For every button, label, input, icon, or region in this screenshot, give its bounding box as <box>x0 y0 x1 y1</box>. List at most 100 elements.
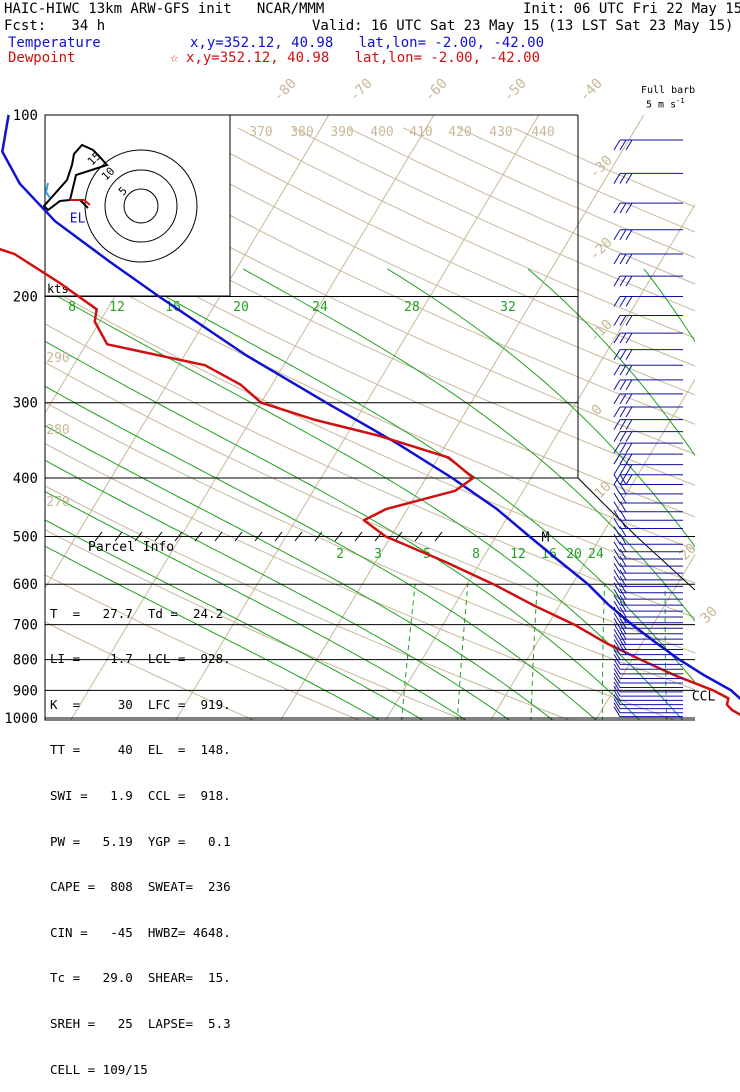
freezing-level-tick <box>434 531 443 542</box>
wind-barb-flag <box>613 431 621 442</box>
wind-barb-flag <box>613 582 621 594</box>
wind-barb-flag <box>619 562 627 574</box>
wind-barb-flag <box>613 379 621 391</box>
parcel-row: PW = 5.19 YGP = 0.1 <box>50 833 231 849</box>
wind-barb-flag <box>613 275 621 287</box>
wind-barb-flag <box>619 501 627 513</box>
dry-adiabat-line <box>45 621 255 720</box>
mixing-ratio-line <box>530 584 538 720</box>
parcel-row: K = 30 LFC = 919. <box>50 696 231 712</box>
wind-barb-flag <box>613 518 621 529</box>
wind-barb-flag <box>625 296 633 307</box>
freezing-level-tick <box>134 531 143 542</box>
wind-barb-flag <box>625 315 633 326</box>
wind-barb-flag <box>613 612 621 623</box>
wind-barbs <box>613 139 683 718</box>
isotherm-line <box>280 115 645 720</box>
barb-legend-title: Full barb <box>641 85 696 96</box>
wind-barb-flag <box>619 541 627 552</box>
wind-barb-flag <box>619 173 627 184</box>
wind-barb-flag <box>619 364 627 376</box>
freezing-level-tick <box>274 531 283 542</box>
moist-adiabat-label: 24 <box>312 300 328 315</box>
wind-barb-flag <box>619 639 627 650</box>
wind-barb-flag <box>625 332 633 344</box>
isotherm-label: -40 <box>577 76 606 105</box>
wind-barb-flag <box>619 296 627 307</box>
wind-barb-flag <box>619 275 627 287</box>
mixing-ratio-label: 12 <box>510 547 526 562</box>
freezing-level-tick <box>314 531 323 542</box>
freezing-level-tick <box>94 531 103 542</box>
theta-label: 370 <box>249 125 272 140</box>
wind-barb-flag <box>619 510 627 521</box>
mixing-ratio-line <box>401 584 416 720</box>
profile-label-el: EL <box>70 212 86 227</box>
pressure-label: 700 <box>13 618 38 634</box>
wind-barb-flag <box>619 253 627 265</box>
isotherm-label: -80 <box>271 76 300 105</box>
hodograph-trace <box>42 143 109 212</box>
wind-barb-flag <box>613 548 621 560</box>
wind-barb-flag <box>625 349 633 360</box>
wind-barb-flag <box>619 628 627 640</box>
wind-barb-flag <box>619 576 627 587</box>
wind-barb-flag <box>619 229 627 241</box>
barb-legend-units: 5 m s-1 <box>646 97 685 111</box>
mixing-ratio-line <box>601 584 606 720</box>
dry-adiabat-line <box>45 361 695 654</box>
wind-barb-flag <box>613 419 621 430</box>
dry-adiabat-line <box>45 285 695 584</box>
wind-barb-flag <box>613 296 621 307</box>
wind-barb-flag <box>613 562 621 574</box>
wind-barb-flag <box>619 623 627 635</box>
frame-border <box>577 115 696 591</box>
theta-label: 420 <box>448 125 471 140</box>
wind-barb-flag <box>613 492 621 504</box>
profile-label-ccl: CCL <box>692 690 716 705</box>
wind-barb-flag <box>619 634 627 645</box>
wind-barb-flag <box>613 694 621 705</box>
pressure-label: 400 <box>13 471 38 487</box>
temperature-profile <box>1 114 740 701</box>
wind-barb-flag <box>613 202 621 214</box>
isotherm-line <box>595 553 695 720</box>
dry-adiabat-line <box>45 574 360 720</box>
init-time: Init: 06 UTC Fri 22 May 15 <box>523 1 740 17</box>
moist-adiabat-label: 32 <box>500 300 516 315</box>
wind-barb-flag <box>619 600 627 612</box>
dry-adiabat-line <box>72 127 695 425</box>
wind-barb-flag <box>613 618 621 629</box>
hodograph-ring <box>104 169 178 243</box>
wind-barb-flag <box>613 639 621 650</box>
wind-barb-flag <box>625 431 633 442</box>
parcel-row: CELL = 109/15 <box>50 1061 148 1077</box>
wind-barb-flag <box>613 229 621 241</box>
wind-barb-flag <box>619 582 627 594</box>
wind-barb-flag <box>613 253 621 265</box>
dry-adiabat-line <box>45 442 676 720</box>
wind-barb-flag <box>613 364 621 376</box>
saturated-adiabat-line <box>242 268 695 622</box>
isotherm-label: -30 <box>587 153 616 182</box>
wind-barb-flag <box>613 628 621 640</box>
temperature-location: x,y=352.12, 40.98 lat,lon= -2.00, -42.00 <box>190 35 545 51</box>
freezing-level-tick <box>114 531 123 542</box>
pressure-label: 1000 <box>4 711 38 727</box>
wind-barb-flag <box>625 229 633 241</box>
isotherm-line <box>0 115 14 731</box>
pressure-label: 500 <box>13 529 38 545</box>
parcel-row: Tc = 29.0 SHEAR= 15. <box>50 970 231 986</box>
wind-barb-flag <box>625 275 633 287</box>
wind-barb-flag <box>613 706 621 717</box>
model-title: HAIC-HIWC 13km ARW-GFS init NCAR/MMM <box>4 1 325 17</box>
wind-barb-flag <box>613 594 621 606</box>
freezing-level-tick <box>154 531 163 542</box>
theta-label: 410 <box>409 125 432 140</box>
isotherm-line <box>694 115 740 731</box>
wind-barb-flag <box>613 600 621 612</box>
wind-barb-flag <box>613 681 621 693</box>
parcel-row: CAPE = 808 SWEAT= 236 <box>50 879 231 895</box>
temperature-legend: Temperature <box>8 35 101 51</box>
